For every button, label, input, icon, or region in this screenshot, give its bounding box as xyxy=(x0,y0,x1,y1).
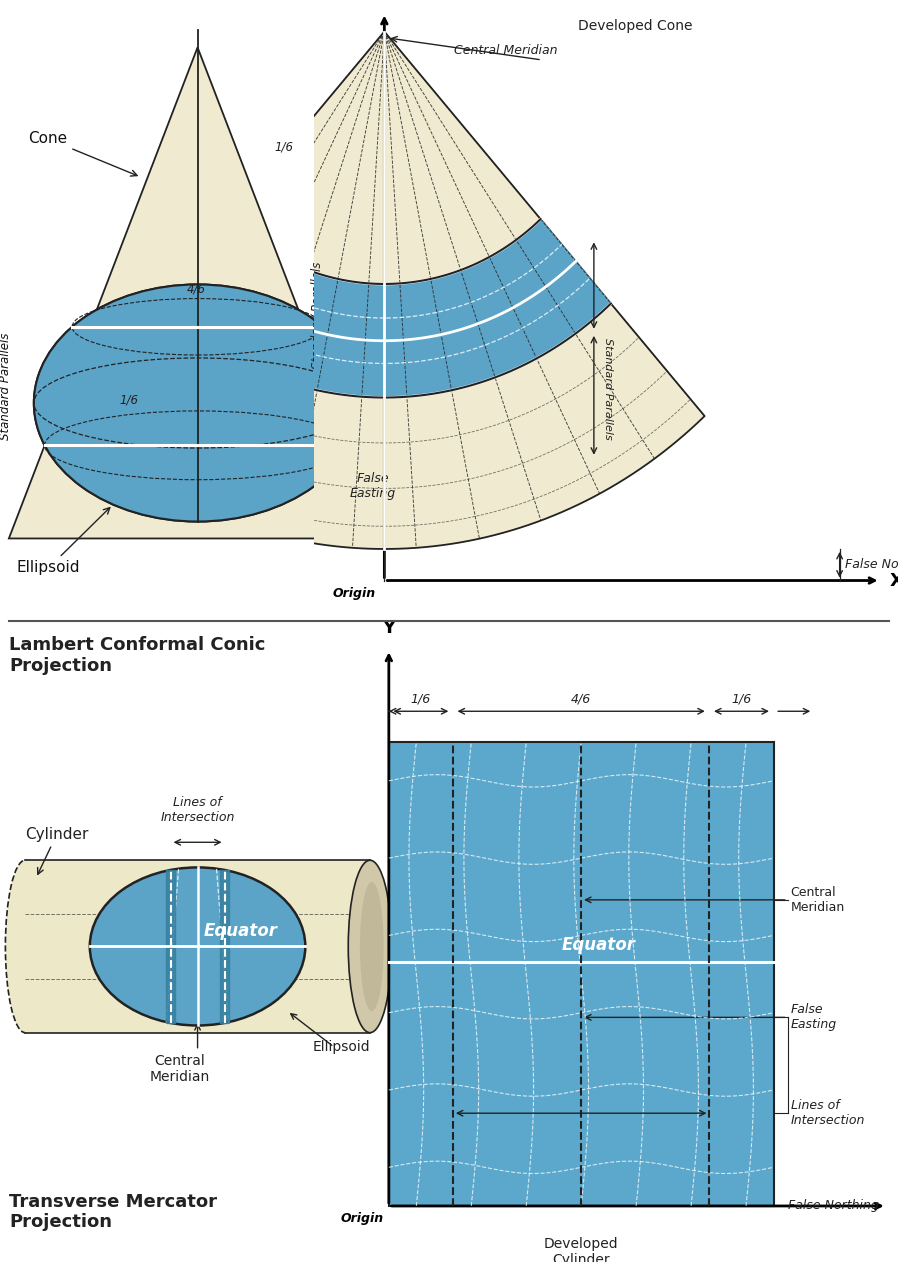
Text: Developed Cone: Developed Cone xyxy=(578,19,692,33)
Text: Equator: Equator xyxy=(204,923,277,940)
Text: Lambert Conformal Conic
Projection: Lambert Conformal Conic Projection xyxy=(9,636,265,675)
Ellipse shape xyxy=(34,284,361,521)
Text: False Northing: False Northing xyxy=(788,1199,878,1213)
Polygon shape xyxy=(9,48,386,539)
Text: False Northing: False Northing xyxy=(845,558,898,572)
Polygon shape xyxy=(389,742,773,1206)
Text: Ellipsoid: Ellipsoid xyxy=(17,507,110,575)
Polygon shape xyxy=(158,220,611,398)
Text: Standard Parallels: Standard Parallels xyxy=(603,338,612,440)
Text: 4/6: 4/6 xyxy=(187,283,206,295)
Text: 4/6: 4/6 xyxy=(571,692,591,705)
Polygon shape xyxy=(64,32,705,549)
Text: Central
Meridian: Central Meridian xyxy=(149,1054,210,1084)
Text: Standard Parallels: Standard Parallels xyxy=(0,332,13,439)
Text: Y: Y xyxy=(383,620,395,637)
Text: Transverse Mercator
Projection: Transverse Mercator Projection xyxy=(9,1193,217,1232)
Text: Central
Meridian: Central Meridian xyxy=(790,886,845,914)
Ellipse shape xyxy=(34,284,361,521)
Text: Equator: Equator xyxy=(561,936,635,954)
Ellipse shape xyxy=(5,861,45,1032)
Text: 1/6: 1/6 xyxy=(119,394,138,406)
Text: 1/6: 1/6 xyxy=(274,141,293,154)
Text: Developed
Cylinder: Developed Cylinder xyxy=(544,1237,619,1262)
Text: Cone: Cone xyxy=(28,131,137,177)
Ellipse shape xyxy=(90,867,305,1026)
Text: Cylinder: Cylinder xyxy=(25,827,89,875)
Text: False
Easting: False Easting xyxy=(349,472,396,500)
Text: Central Meridian: Central Meridian xyxy=(454,44,558,57)
Text: 1/6: 1/6 xyxy=(410,692,431,705)
Text: Origin: Origin xyxy=(340,1212,383,1225)
Text: Lines of
Intersection: Lines of Intersection xyxy=(790,1099,865,1127)
Text: Y: Y xyxy=(378,0,391,3)
Text: Lines of
Intersection: Lines of Intersection xyxy=(161,796,234,824)
Ellipse shape xyxy=(348,861,392,1032)
Text: Origin: Origin xyxy=(332,587,375,599)
Text: False
Easting: False Easting xyxy=(790,1003,837,1031)
Text: 1/6: 1/6 xyxy=(731,692,752,705)
Ellipse shape xyxy=(360,882,383,1011)
Text: Standard Parallels: Standard Parallels xyxy=(311,261,323,370)
Polygon shape xyxy=(25,861,370,1032)
Text: X: X xyxy=(889,572,898,589)
Text: Ellipsoid: Ellipsoid xyxy=(313,1040,370,1054)
